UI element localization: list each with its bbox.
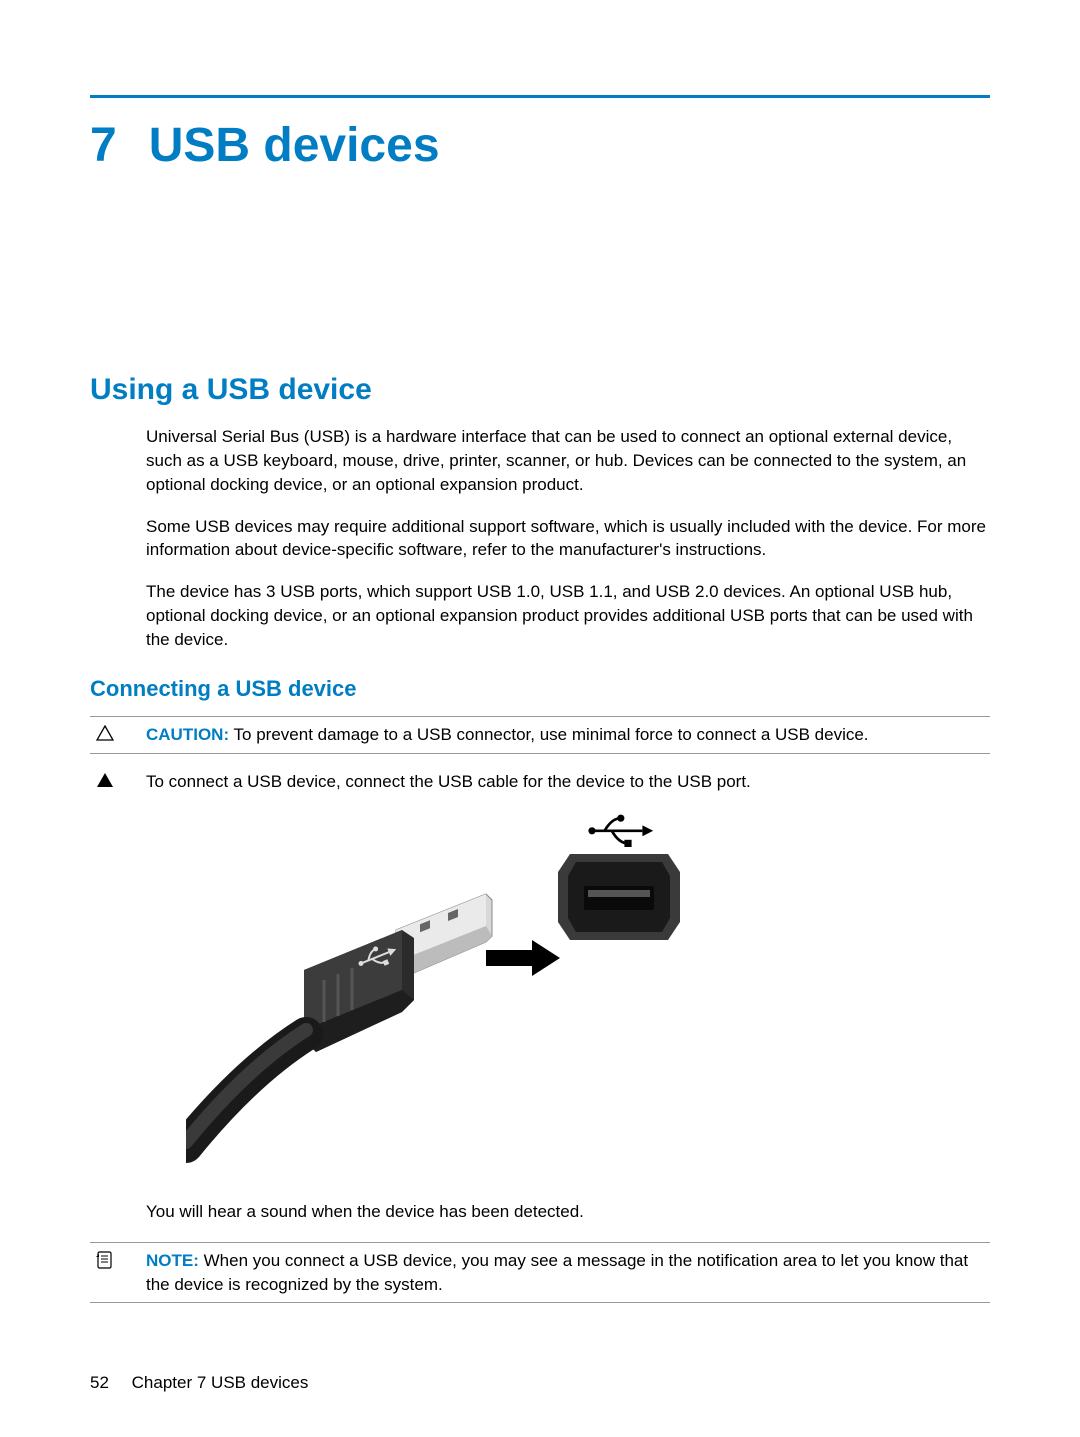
page-footer: 52 Chapter 7 USB devices — [90, 1371, 308, 1395]
section-paragraph-1: Universal Serial Bus (USB) is a hardware… — [146, 425, 990, 496]
step-text: To connect a USB device, connect the USB… — [120, 770, 990, 794]
section-paragraph-2: Some USB devices may require additional … — [146, 515, 990, 563]
step-row: To connect a USB device, connect the USB… — [90, 770, 990, 794]
page-number: 52 — [90, 1373, 109, 1392]
caution-text: To prevent damage to a USB connector, us… — [234, 725, 869, 744]
caution-label: CAUTION: — [146, 725, 229, 744]
section-paragraph-3: The device has 3 USB ports, which suppor… — [146, 580, 990, 651]
note-text: When you connect a USB device, you may s… — [146, 1251, 968, 1294]
note-icon — [90, 1249, 120, 1269]
chapter-number: 7 — [90, 112, 117, 179]
note-callout: NOTE: When you connect a USB device, you… — [90, 1242, 990, 1304]
usb-illustration — [186, 812, 990, 1172]
chapter-title: USB devices — [149, 112, 440, 179]
section-title: Using a USB device — [90, 369, 990, 411]
top-rule — [90, 95, 990, 98]
step-icon — [90, 770, 120, 794]
footer-chapter-ref: Chapter 7 USB devices — [132, 1373, 309, 1392]
after-image-text: You will hear a sound when the device ha… — [146, 1200, 990, 1224]
subsection-title: Connecting a USB device — [90, 674, 990, 705]
note-label: NOTE: — [146, 1251, 199, 1270]
caution-icon — [90, 723, 120, 741]
caution-callout: CAUTION: To prevent damage to a USB conn… — [90, 716, 990, 754]
chapter-header: 7 USB devices — [90, 112, 990, 179]
